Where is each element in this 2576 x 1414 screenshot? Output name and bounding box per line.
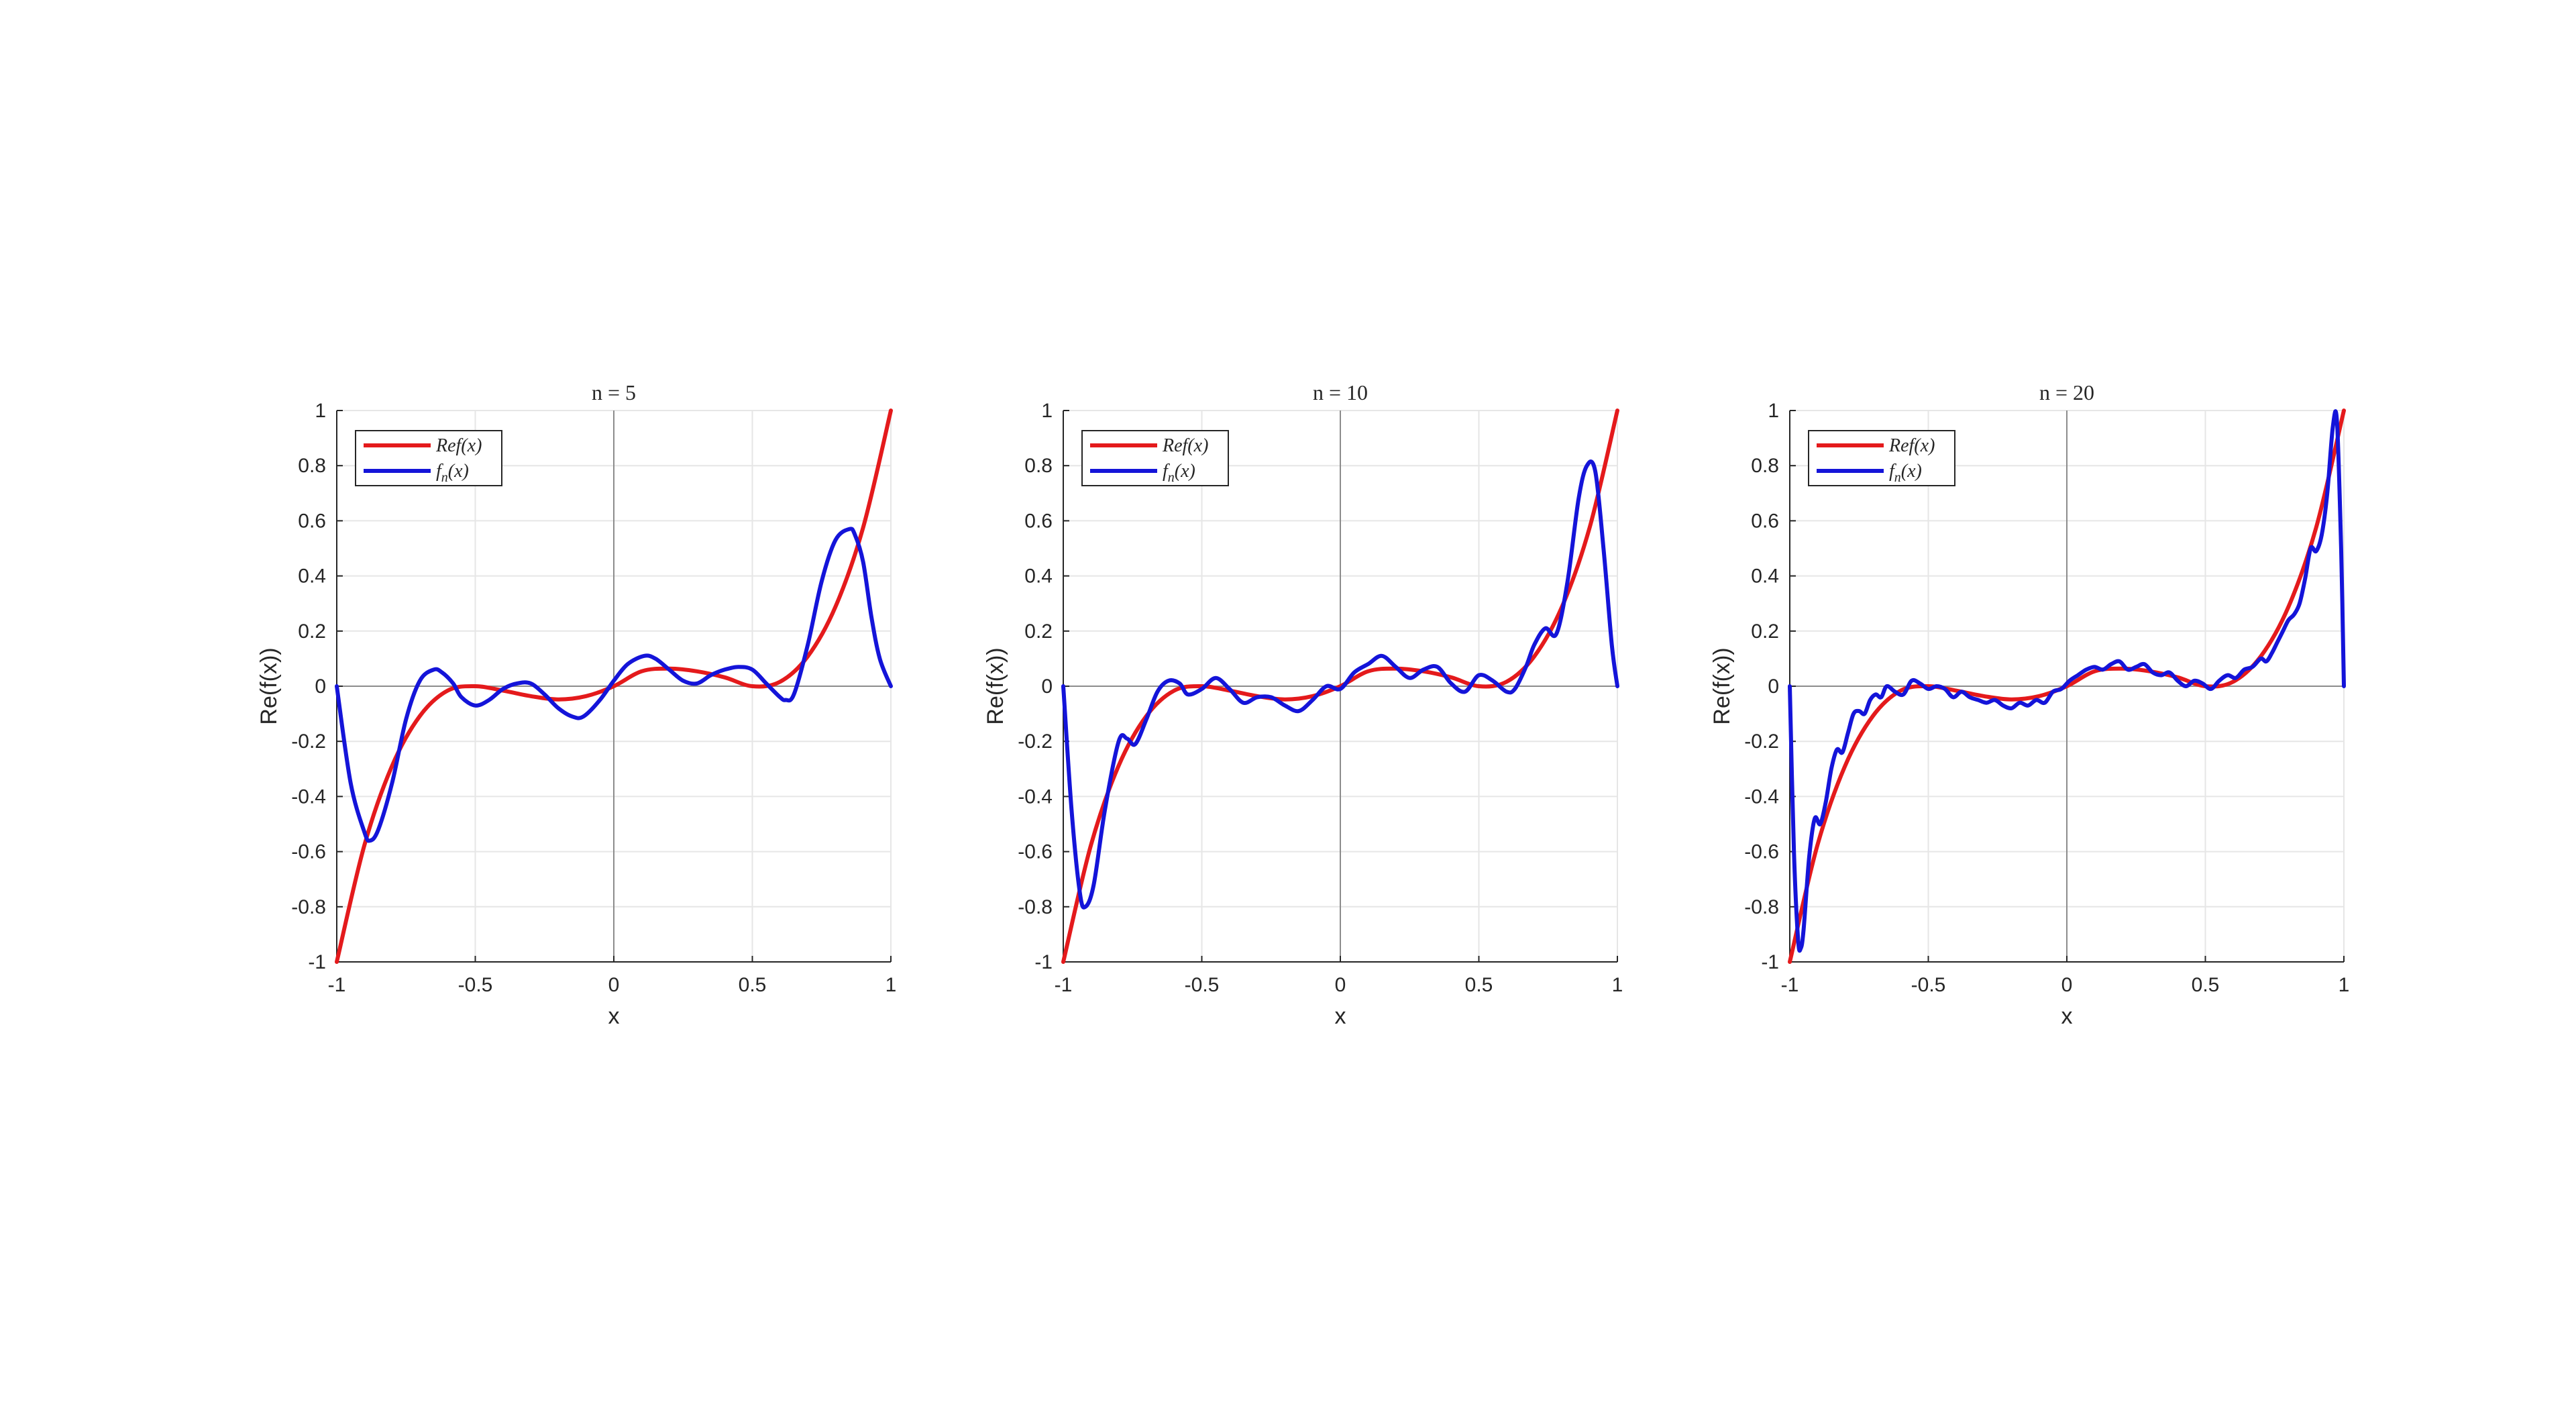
legend-box xyxy=(355,430,502,486)
subplot-1: -1 -0.5 0 0.5 1 -1 -0.8 -0.6 -0.4 -0.2 0 0.2 0.4 0.6 0… xyxy=(256,380,896,1029)
series-line-ref xyxy=(335,409,893,964)
y-tick-label: 1 xyxy=(1768,400,1779,422)
x-tick-label: 0 xyxy=(608,974,620,996)
y-tick-label: -0.2 xyxy=(1018,730,1053,753)
y-tick-label: 0.2 xyxy=(1751,620,1779,643)
chart-title: n = 10 xyxy=(1313,380,1368,404)
x-tick-label: 1 xyxy=(2339,974,2350,996)
legend-box xyxy=(1081,430,1229,486)
legend-label: Ref(x) xyxy=(1888,435,1935,456)
y-tick-label: -0.2 xyxy=(1744,730,1779,753)
x-axis-label: x xyxy=(608,1003,620,1029)
y-tick-label: 0.8 xyxy=(1751,455,1779,477)
y-axis-label: Re(f(x)) xyxy=(1709,647,1735,724)
y-tick-label: 0.8 xyxy=(1024,455,1053,477)
y-tick-label: 0.8 xyxy=(298,455,326,477)
y-tick-label: 0.4 xyxy=(1751,565,1779,588)
legend-box xyxy=(1808,430,1955,486)
y-tick-label: -0.6 xyxy=(291,841,326,863)
y-tick-label: -1 xyxy=(1034,951,1053,973)
legend-label: Ref(x) xyxy=(435,435,482,456)
x-tick-label: -1 xyxy=(1781,974,1799,996)
y-tick-label: 0.2 xyxy=(298,620,326,643)
y-tick-label: -0.6 xyxy=(1744,841,1779,863)
y-tick-label: 0 xyxy=(1041,675,1053,698)
x-tick-label: -1 xyxy=(1055,974,1073,996)
subplot-3: -1 -0.5 0 0.5 1 -1 -0.8 -0.6 -0.4 -0.2 0 0.2 0.4 0.6 0… xyxy=(1709,380,2349,1029)
x-tick-label: 0 xyxy=(2061,974,2073,996)
y-tick-label: 0.4 xyxy=(298,565,326,588)
x-tick-label: -0.5 xyxy=(1185,974,1220,996)
y-tick-label: -0.2 xyxy=(291,730,326,753)
x-tick-label: -1 xyxy=(328,974,346,996)
y-tick-label: 0.2 xyxy=(1024,620,1053,643)
legend-label: fn(x) xyxy=(436,461,469,485)
y-tick-label: -0.8 xyxy=(291,896,326,918)
x-tick-label: 0.5 xyxy=(739,974,767,996)
y-tick-label: -0.6 xyxy=(1018,841,1053,863)
y-tick-label: -0.8 xyxy=(1744,896,1779,918)
x-axis-label: x xyxy=(1335,1003,1346,1029)
y-tick-label: -1 xyxy=(1761,951,1779,973)
y-axis-label: Re(f(x)) xyxy=(983,647,1008,724)
chart-title: n = 20 xyxy=(2039,380,2094,404)
chart-title: n = 5 xyxy=(592,380,636,404)
x-tick-label: 1 xyxy=(1612,974,1623,996)
x-tick-label: 1 xyxy=(885,974,897,996)
x-tick-label: 0.5 xyxy=(2192,974,2220,996)
y-tick-label: -0.8 xyxy=(1018,896,1053,918)
legend: Ref(x) fn(x) xyxy=(1081,430,1229,486)
y-tick-label: -0.4 xyxy=(1018,785,1053,808)
y-tick-label: 0 xyxy=(1768,675,1779,698)
y-tick-label: -1 xyxy=(308,951,326,973)
series-line-ref xyxy=(1061,409,1619,964)
legend-label: Ref(x) xyxy=(1162,435,1208,456)
x-axis-label: x xyxy=(2061,1003,2073,1029)
x-tick-label: -0.5 xyxy=(458,974,493,996)
series-line-fn xyxy=(1061,459,1619,910)
y-tick-label: 0.6 xyxy=(1751,510,1779,532)
legend: Ref(x) fn(x) xyxy=(355,430,502,486)
x-tick-label: 0.5 xyxy=(1465,974,1493,996)
y-tick-label: -0.4 xyxy=(1744,785,1779,808)
y-tick-label: 0.6 xyxy=(1024,510,1053,532)
legend-label: fn(x) xyxy=(1163,461,1195,485)
x-tick-label: 0 xyxy=(1335,974,1346,996)
subplot-2: -1 -0.5 0 0.5 1 -1 -0.8 -0.6 -0.4 -0.2 0 0.2 0.4 0.6 0… xyxy=(983,380,1623,1029)
x-tick-label: -0.5 xyxy=(1911,974,1946,996)
legend-label: fn(x) xyxy=(1889,461,1922,485)
y-tick-label: -0.4 xyxy=(291,785,326,808)
y-tick-label: 0 xyxy=(315,675,326,698)
series-line-fn xyxy=(335,527,893,843)
y-tick-label: 0.4 xyxy=(1024,565,1053,588)
legend: Ref(x) fn(x) xyxy=(1808,430,1955,486)
series-line-fn xyxy=(1788,409,2346,953)
y-tick-label: 1 xyxy=(1041,400,1053,422)
y-tick-label: 1 xyxy=(315,400,326,422)
y-tick-label: 0.6 xyxy=(298,510,326,532)
y-axis-label: Re(f(x)) xyxy=(256,647,282,724)
